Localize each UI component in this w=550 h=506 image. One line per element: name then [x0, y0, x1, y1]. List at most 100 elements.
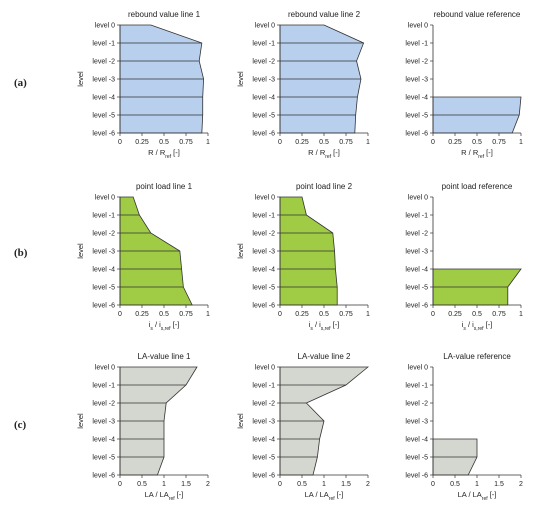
- y-tick-label: level -1: [92, 213, 115, 220]
- y-tick-label: level -5: [92, 285, 115, 292]
- panel-7: LA-value line 1 level 0 level -1 level -2 le…: [76, 352, 210, 502]
- x-axis-title: is / is,ref [-]: [149, 320, 180, 332]
- y-tick-label: level 0: [95, 23, 115, 30]
- x-tick-label: 0.25: [295, 139, 309, 146]
- x-tick-label: 1.5: [494, 481, 504, 488]
- y-tick-label: level -2: [252, 59, 275, 66]
- y-tick-label: level 0: [408, 23, 428, 30]
- x-tick-label: 1.5: [181, 481, 191, 488]
- x-tick-label: 0.5: [319, 139, 329, 146]
- x-tick-label: 1: [162, 481, 166, 488]
- x-tick-label: 0.25: [295, 311, 309, 318]
- y-tick-label: level -2: [405, 231, 428, 238]
- panel-3: rebound value reference level 0 level -1 le…: [405, 10, 523, 160]
- panel-title: rebound value reference: [434, 10, 521, 19]
- y-tick-label: level 0: [255, 195, 275, 202]
- panel-title: point load reference: [442, 182, 513, 191]
- y-tick-label: level -2: [92, 231, 115, 238]
- x-tick-label: 0: [431, 311, 435, 318]
- panel-title: rebound value line 2: [288, 10, 361, 19]
- x-axis-title: is / is,ref [-]: [462, 320, 493, 332]
- x-tick-label: 0.5: [319, 311, 329, 318]
- y-tick-label: level -1: [252, 383, 275, 390]
- x-tick-label: 0.75: [492, 311, 506, 318]
- x-axis-title: LA / LAref [-]: [458, 490, 497, 502]
- y-tick-label: level 0: [95, 195, 115, 202]
- y-tick-label: level -2: [92, 401, 115, 408]
- row-label: (a): [14, 77, 27, 89]
- y-tick-label: level -5: [405, 285, 428, 292]
- x-tick-label: 1: [206, 311, 210, 318]
- x-tick-label: 2: [519, 481, 523, 488]
- panel-title: LA-value reference: [443, 352, 511, 361]
- y-tick-label: level -5: [92, 113, 115, 120]
- x-axis-title: R / Rref [-]: [461, 148, 493, 160]
- y-tick-label: level -6: [252, 303, 275, 310]
- y-tick-label: level -6: [405, 303, 428, 310]
- y-tick-label: level -5: [92, 455, 115, 462]
- panel-2: rebound value line 2 level 0 level -1 level…: [236, 10, 370, 160]
- y-tick-label: level -1: [92, 383, 115, 390]
- y-tick-label: level -6: [252, 473, 275, 480]
- x-tick-label: 0.25: [135, 311, 149, 318]
- y-tick-label: level -4: [92, 95, 115, 102]
- x-axis-title: R / Rref [-]: [308, 148, 340, 160]
- y-tick-label: level -1: [405, 383, 428, 390]
- y-tick-label: level -1: [405, 41, 428, 48]
- y-tick-label: level -1: [252, 213, 275, 220]
- x-tick-label: 0.5: [472, 139, 482, 146]
- x-tick-label: 0.5: [137, 481, 147, 488]
- panel-title: point load line 2: [296, 182, 353, 191]
- x-tick-label: 0.75: [492, 139, 506, 146]
- y-tick-label: level -3: [92, 77, 115, 84]
- y-axis-title: level: [76, 71, 85, 87]
- x-tick-label: 0: [431, 481, 435, 488]
- y-tick-label: level -3: [92, 419, 115, 426]
- x-tick-label: 0.5: [472, 311, 482, 318]
- panel-1: rebound value line 1 level 0 level -1 level…: [76, 10, 210, 160]
- x-axis-title: R / Rref [-]: [148, 148, 180, 160]
- y-tick-label: level -2: [405, 59, 428, 66]
- x-tick-label: 0.75: [339, 311, 353, 318]
- panel-4: point load line 1 level 0 level -1 level -2…: [76, 182, 210, 332]
- y-tick-label: level -2: [252, 401, 275, 408]
- y-axis-title: level: [76, 243, 85, 259]
- y-tick-label: level -3: [405, 249, 428, 256]
- y-tick-label: level -5: [405, 113, 428, 120]
- x-tick-label: 0.25: [448, 139, 462, 146]
- x-tick-label: 2: [366, 481, 370, 488]
- x-tick-label: 0.75: [179, 139, 193, 146]
- x-tick-label: 2: [206, 481, 210, 488]
- row-label: (c): [14, 419, 27, 431]
- panel-title: LA-value line 2: [298, 352, 351, 361]
- y-tick-label: level -3: [92, 249, 115, 256]
- x-tick-label: 1: [322, 481, 326, 488]
- y-tick-label: level -4: [92, 267, 115, 274]
- x-tick-label: 0: [278, 481, 282, 488]
- panel-6: point load reference level 0 level -1 level…: [405, 182, 523, 332]
- x-tick-label: 0: [118, 139, 122, 146]
- y-tick-label: level 0: [255, 365, 275, 372]
- y-tick-label: level 0: [95, 365, 115, 372]
- x-tick-label: 0: [431, 139, 435, 146]
- y-tick-label: level -4: [252, 267, 275, 274]
- y-tick-label: level -6: [92, 303, 115, 310]
- y-tick-label: level -2: [405, 401, 428, 408]
- x-axis-title: LA / LAref [-]: [145, 490, 184, 502]
- y-tick-label: level -1: [252, 41, 275, 48]
- x-tick-label: 1: [475, 481, 479, 488]
- y-axis-title: level: [236, 71, 245, 87]
- x-tick-label: 0.25: [448, 311, 462, 318]
- row-label: (b): [14, 247, 28, 259]
- y-tick-label: level -4: [252, 437, 275, 444]
- y-tick-label: level -3: [405, 77, 428, 84]
- y-tick-label: level -6: [92, 473, 115, 480]
- x-axis-title: is / is,ref [-]: [309, 320, 340, 332]
- y-tick-label: level -2: [252, 231, 275, 238]
- x-tick-label: 1: [366, 311, 370, 318]
- x-tick-label: 1.5: [341, 481, 351, 488]
- x-tick-label: 0: [118, 481, 122, 488]
- y-tick-label: level -5: [252, 113, 275, 120]
- y-tick-label: level 0: [408, 195, 428, 202]
